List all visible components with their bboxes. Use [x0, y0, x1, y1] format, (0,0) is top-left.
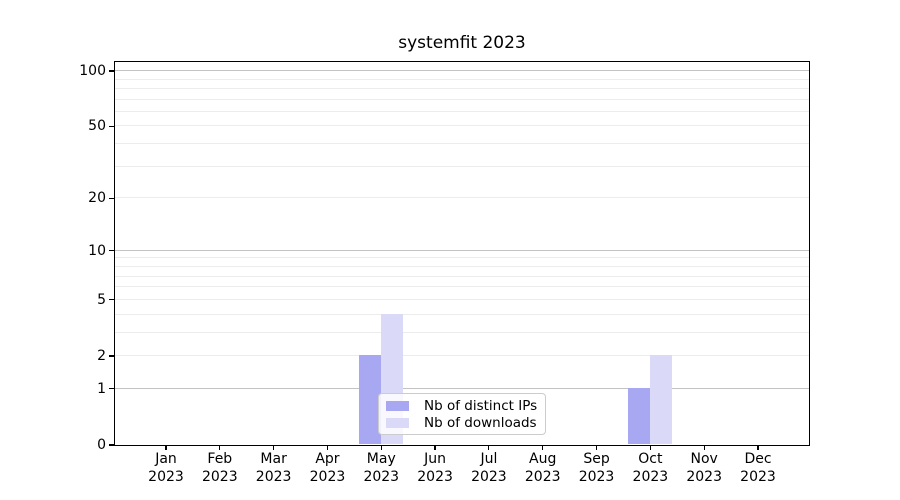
gridline-y-100 — [114, 70, 809, 72]
y-tick-label-5: 5 — [97, 291, 106, 308]
y-tick-label-0: 0 — [97, 437, 106, 453]
x-tick-label-feb: Feb 2023 — [201, 451, 238, 485]
x-tick-mark-sep — [595, 445, 598, 450]
legend-label: Nb of downloads — [424, 414, 537, 431]
legend-label: Nb of distinct IPs — [424, 397, 538, 414]
gridline-y-20 — [114, 197, 809, 199]
gridline-y-90 — [114, 78, 809, 80]
y-tick-mark-100 — [109, 70, 114, 72]
x-tick-mark-feb — [219, 445, 221, 450]
gridline-y-5 — [114, 298, 809, 300]
x-tick-label-dec: Dec 2023 — [740, 451, 776, 485]
x-tick-mark-mar — [273, 445, 275, 450]
gridline-y-60 — [114, 110, 809, 112]
gridline-y-1 — [114, 387, 809, 389]
y-tick-mark-5 — [109, 299, 114, 301]
gridline-y-70 — [114, 98, 809, 100]
bar-distinct-ips-may — [358, 355, 381, 445]
chart-title: systemfit 2023 — [398, 33, 526, 53]
y-tick-label-1: 1 — [97, 380, 106, 397]
y-tick-mark-10 — [109, 250, 114, 252]
x-tick-label-apr: Apr 2023 — [309, 451, 346, 485]
legend-item-downloads: Nb of downloads — [386, 414, 537, 431]
x-tick-label-jun: Jun 2023 — [417, 451, 453, 485]
gridline-y-2 — [114, 354, 809, 356]
x-tick-mark-dec — [757, 445, 759, 450]
y-tick-label-20: 20 — [88, 190, 106, 207]
gridline-y-7 — [114, 275, 809, 277]
y-tick-mark-50 — [109, 125, 114, 128]
x-tick-label-jan: Jan 2023 — [148, 451, 184, 485]
y-tick-mark-20 — [109, 197, 114, 199]
gridline-y-8 — [114, 265, 809, 267]
x-tick-label-mar: Mar 2023 — [255, 451, 292, 485]
y-tick-label-10: 10 — [88, 242, 106, 259]
x-tick-mark-nov — [703, 445, 705, 450]
legend: Nb of distinct IPs Nb of downloads — [378, 393, 546, 435]
downloads-swatch — [386, 417, 409, 428]
gridline-y-4 — [114, 313, 809, 315]
x-tick-label-may: May 2023 — [363, 451, 400, 485]
gridline-y-10 — [114, 249, 809, 251]
gridline-y-80 — [114, 87, 809, 89]
x-tick-label-jul: Jul 2023 — [471, 451, 507, 485]
legend-item-distinct-ips: Nb of distinct IPs — [386, 397, 538, 414]
gridline-y-40 — [114, 143, 809, 145]
gridline-y-9 — [114, 257, 809, 259]
x-tick-label-nov: Nov 2023 — [686, 451, 722, 485]
plot-area — [113, 60, 810, 446]
distinct-ips-swatch — [386, 400, 409, 411]
y-tick-mark-2 — [109, 355, 114, 357]
bar-distinct-ips-oct — [627, 388, 650, 445]
y-tick-mark-0 — [109, 444, 114, 446]
y-tick-label-50: 50 — [88, 118, 106, 135]
gridline-y-3 — [114, 331, 809, 333]
x-tick-mark-apr — [326, 445, 329, 450]
x-tick-label-oct: Oct 2023 — [632, 451, 669, 485]
y-tick-label-100: 100 — [79, 63, 106, 80]
gridline-y-6 — [114, 286, 809, 288]
x-tick-mark-aug — [542, 445, 544, 450]
x-tick-mark-may — [380, 445, 382, 450]
x-tick-label-sep: Sep 2023 — [578, 451, 615, 485]
y-tick-label-2: 2 — [97, 347, 106, 364]
x-tick-mark-jul — [488, 445, 490, 450]
y-tick-mark-1 — [109, 388, 114, 390]
x-tick-label-aug: Aug 2023 — [524, 451, 561, 485]
x-tick-mark-jan — [165, 445, 167, 450]
gridline-y-30 — [114, 165, 809, 167]
x-tick-mark-oct — [649, 445, 651, 450]
x-tick-mark-jun — [434, 445, 436, 450]
gridline-y-50 — [114, 125, 809, 127]
bar-downloads-oct — [649, 355, 672, 445]
